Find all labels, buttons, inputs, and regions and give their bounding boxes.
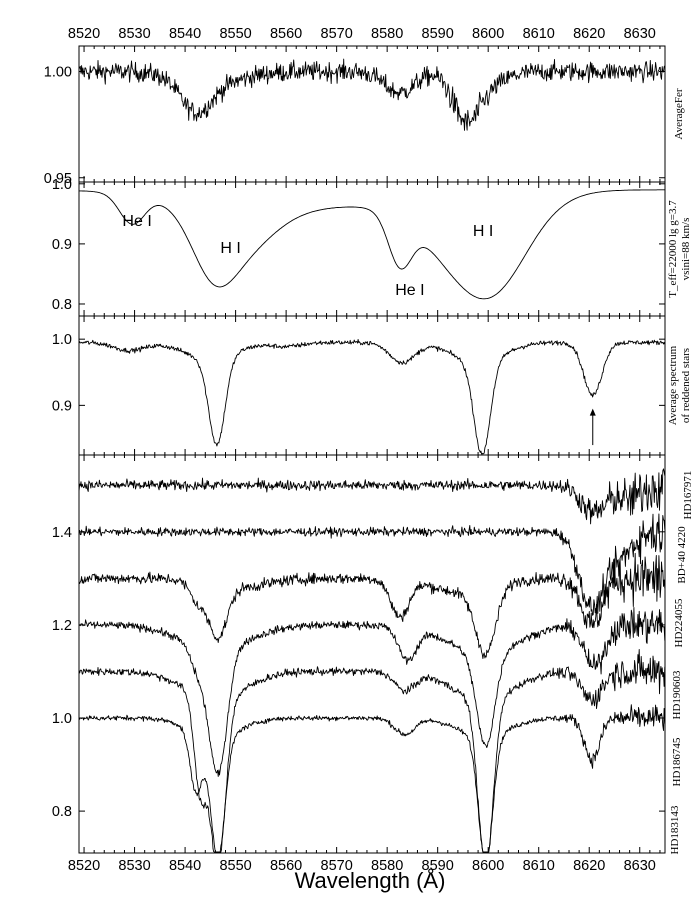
series-bd-40-4220 — [78, 513, 666, 616]
line-annotation: H I — [473, 223, 493, 240]
panel-frame — [78, 315, 666, 456]
series-hd224055 — [78, 552, 666, 660]
line-annotation: H I — [220, 240, 240, 257]
y-tick-label: 1.0 — [52, 177, 72, 193]
x-tick-label-bottom: 8630 — [624, 858, 656, 874]
x-tick-label-top: 8630 — [624, 26, 656, 42]
panel-p2: 1.0 0.9 0.8 He I H I He I H I T_eff=22000 lg g=… — [52, 177, 692, 317]
x-tick-label-bottom: 8540 — [169, 858, 201, 874]
y-tick-label: 0.9 — [52, 398, 72, 414]
star-label: HD186745 — [671, 737, 683, 786]
x-tick-label-bottom: 8550 — [219, 858, 251, 874]
series-model — [79, 189, 665, 300]
panel-side-label: of reddened stars — [680, 348, 692, 423]
x-tick-label-bottom: 8530 — [118, 858, 150, 874]
star-label: HD167971 — [682, 471, 694, 520]
panel-p4: 1.4 1.2 1.0 0.8 HD167971 BD+40 4220 HD224055 HD… — [52, 454, 694, 854]
x-tick-label-bottom: 8600 — [472, 858, 504, 874]
y-tick-label: 1.0 — [52, 332, 72, 348]
series-hd190603 — [78, 606, 666, 777]
x-tick-label-bottom: 8570 — [321, 858, 353, 874]
y-tick-label: 0.95 — [44, 171, 72, 187]
panel-side-label: T_eff=22000 lg g=3.7 — [667, 200, 679, 298]
star-label: BD+40 4220 — [676, 526, 688, 584]
x-tick-label-top: 8570 — [321, 26, 353, 42]
x-tick-label-bottom: 8590 — [422, 858, 454, 874]
series-hd183143 — [78, 704, 666, 853]
series-averagefer — [78, 58, 666, 131]
line-annotation: He I — [122, 213, 151, 230]
x-tick-label-top: 8540 — [169, 26, 201, 42]
x-tick-label-top: 8550 — [219, 26, 251, 42]
x-tick-label-top: 8600 — [472, 26, 504, 42]
panel-p1: 1.00 0.95 AverageFer — [44, 45, 685, 187]
y-tick-label: 0.8 — [52, 804, 72, 820]
series-average-spectrum-of-reddened-stars — [78, 339, 666, 455]
y-tick-label: 1.4 — [52, 525, 72, 541]
panel-side-label: AverageFer — [673, 88, 685, 139]
panel-frame — [78, 181, 666, 317]
x-tick-label-top: 8590 — [422, 26, 454, 42]
x-tick-label-bottom: 8620 — [573, 858, 605, 874]
x-tick-label-top: 8560 — [270, 26, 302, 42]
panel-side-label: Average spectrum — [667, 345, 679, 425]
y-tick-label: 1.00 — [44, 65, 72, 81]
x-tick-label-bottom: 8520 — [68, 858, 100, 874]
x-tick-label-top: 8520 — [68, 26, 100, 42]
x-tick-label-bottom: 8610 — [523, 858, 555, 874]
line-annotation: He I — [395, 282, 424, 299]
x-tick-label-top: 8530 — [118, 26, 150, 42]
x-tick-label-bottom: 8560 — [270, 858, 302, 874]
y-tick-label: 1.0 — [52, 711, 72, 727]
panel-p3: 1.0 0.9 Average spectrum of reddened stars — [52, 315, 692, 456]
y-tick-label: 0.9 — [52, 237, 72, 253]
x-tick-label-top: 8580 — [371, 26, 403, 42]
star-label: HD190603 — [671, 670, 683, 719]
x-tick-label-top: 8610 — [523, 26, 555, 42]
series-hd167971 — [78, 468, 666, 525]
y-tick-label: 1.2 — [52, 618, 72, 634]
x-tick-label-top: 8620 — [573, 26, 605, 42]
y-tick-label: 0.8 — [52, 297, 72, 313]
panel-frame — [78, 454, 666, 854]
arrow-head — [589, 408, 596, 416]
x-axis-title: Wavelength (Å) — [295, 868, 446, 893]
star-label: HD183143 — [669, 805, 681, 854]
panel-frame — [78, 45, 666, 183]
panel-side-label: vsini=88 km/s — [680, 218, 692, 281]
series-hd186745 — [78, 649, 666, 853]
star-label: HD224055 — [673, 598, 685, 647]
x-tick-label-bottom: 8580 — [371, 858, 403, 874]
